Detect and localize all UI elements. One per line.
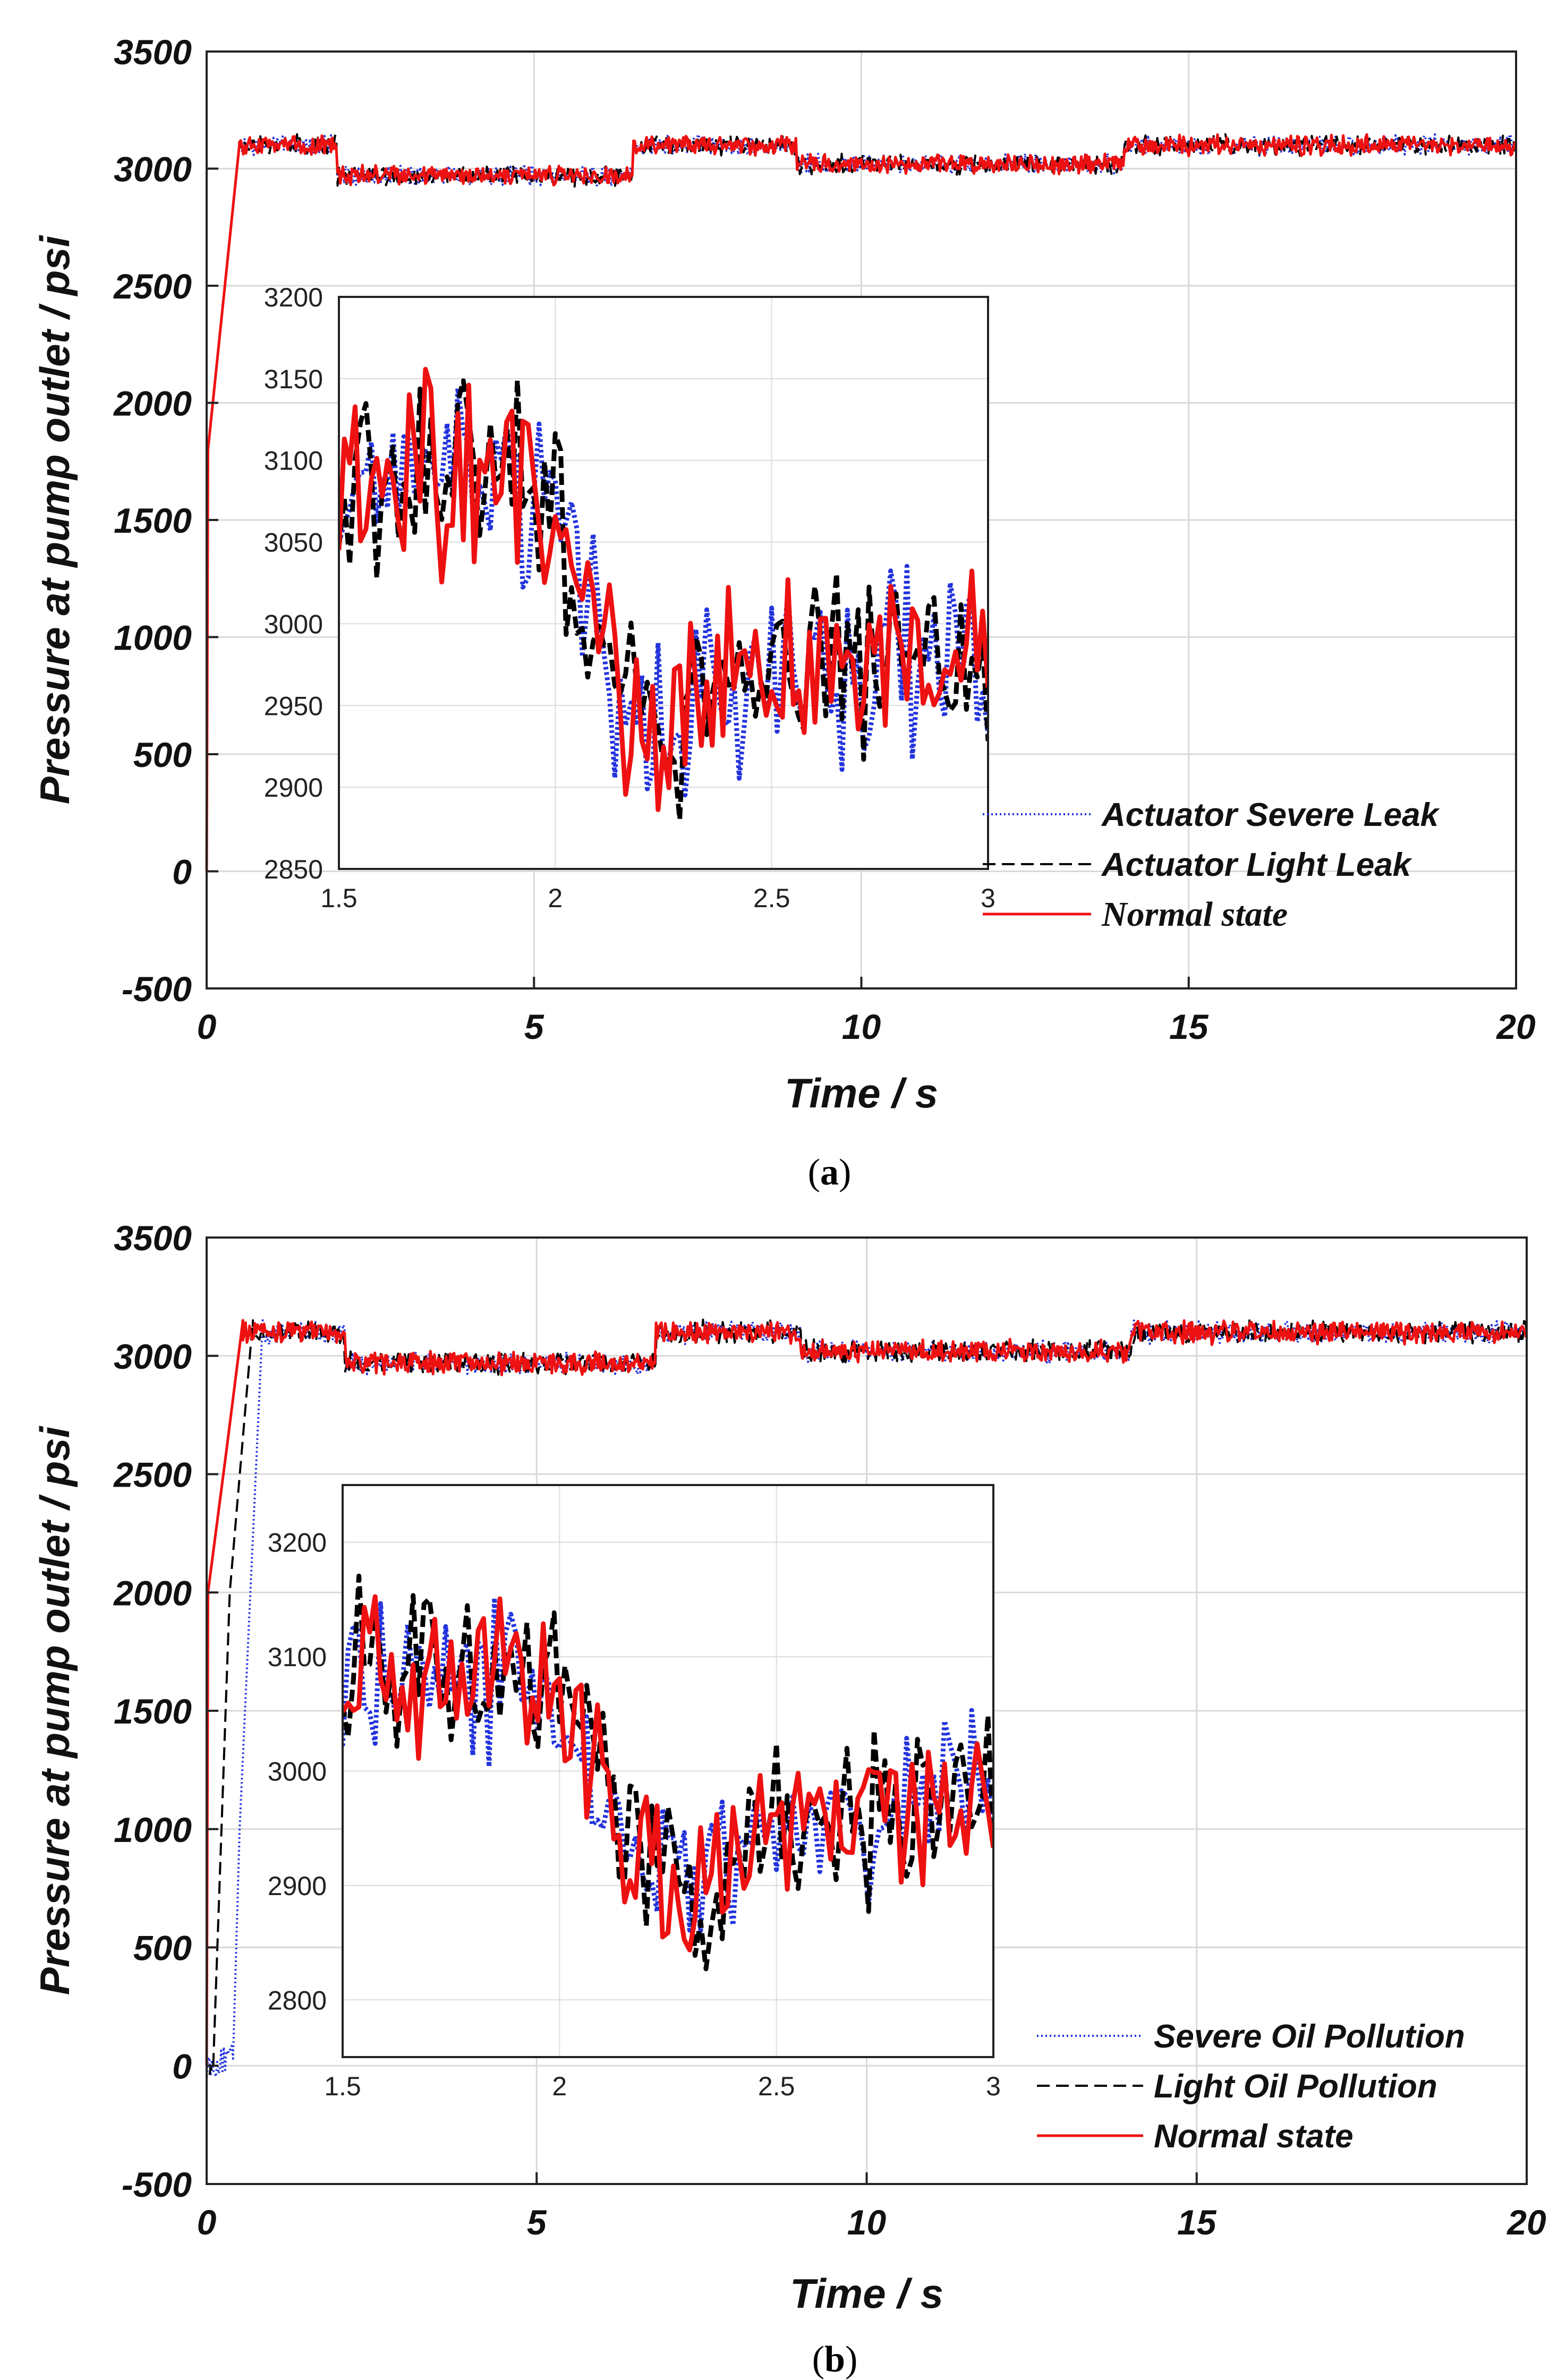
y-tick-label: 2000 (113, 384, 192, 423)
inset-series-line-severe-oil-pollution (343, 1596, 993, 1933)
series-line-normal-state (205, 133, 1518, 872)
inset-y-tick-label: 3200 (264, 283, 323, 312)
y-tick-label: 2000 (113, 1573, 192, 1613)
x-tick-label: 10 (842, 1007, 881, 1046)
inset-series-line-normal-state (343, 1594, 993, 1952)
x-axis-label: Time / s (790, 2270, 943, 2317)
inset-series-line-normal-state (339, 366, 988, 812)
chart-panel-a: 0 5 10 15 20-5000500100015002000250030003500… (31, 32, 1536, 1193)
y-tick-label: 1500 (114, 501, 192, 540)
inset-frame (338, 296, 989, 870)
y-tick-label: 1500 (114, 1692, 192, 1731)
inset-y-tick-label: 2900 (268, 1871, 327, 1901)
x-tick-label: 5 (524, 1007, 544, 1046)
inset-series-line-light-oil-pollution (343, 1573, 993, 1972)
x-tick-label: 15 (1177, 2203, 1217, 2242)
inset-y-tick-label: 3000 (268, 1757, 327, 1787)
inset-y-tick-label: 2950 (264, 691, 323, 721)
inset-x-tick-label: 3 (986, 2071, 1001, 2101)
y-tick-label: 500 (133, 735, 192, 774)
y-tick-label: 3500 (114, 1218, 192, 1258)
chart-panel-b: 0 5 10 15 20-5000500100015002000250030003500… (31, 1218, 1546, 2380)
x-tick-label: 0 (197, 1007, 217, 1046)
inset-x-tick-label: 2 (548, 883, 563, 913)
y-tick-label: 3000 (114, 150, 192, 189)
y-tick-label: 0 (172, 852, 192, 892)
legend-label: Normal state (1154, 2118, 1354, 2155)
x-axis-label: Time / s (785, 1070, 938, 1116)
inset-y-tick-label: 3100 (264, 446, 323, 476)
x-tick-label: 0 (197, 2203, 217, 2242)
series-group (205, 133, 1518, 872)
y-axis-label: Pressure at pump outlet / psi (31, 1426, 78, 1995)
legend-label: Normal state (1101, 895, 1288, 934)
inset-y-tick-label: 3200 (268, 1528, 327, 1558)
legend-label: Actuator Light Leak (1101, 847, 1413, 883)
inset-y-tick-label: 3100 (268, 1642, 327, 1672)
inset-y-tick-label: 2900 (264, 773, 323, 803)
inset-y-tick-label: 3050 (264, 528, 323, 558)
inset-x-tick-label: 1.5 (324, 2071, 361, 2101)
panel-label: (a) (808, 1152, 852, 1193)
inset-y-tick-label: 3150 (264, 364, 323, 394)
y-tick-label: 3000 (114, 1337, 192, 1376)
y-tick-label: 500 (133, 1929, 192, 1968)
series-line-actuator-light-leak (206, 133, 1517, 872)
y-tick-label: -500 (122, 2165, 192, 2204)
y-axis-label: Pressure at pump outlet / psi (31, 235, 78, 804)
x-tick-label: 20 (1495, 1007, 1536, 1046)
legend: Severe Oil Pollution Light Oil Pollution N… (1037, 2018, 1465, 2155)
inset-chart: 1.5 2 2.5 3 2850 2900 2950 3000 3050 3100 3150 3200 (264, 283, 995, 913)
inset-x-tick-label: 2 (552, 2071, 567, 2101)
y-tick-label: 2500 (113, 267, 192, 306)
inset-series-group (339, 366, 988, 822)
inset-x-tick-label: 3 (981, 883, 995, 913)
inset-x-tick-label: 2.5 (753, 883, 790, 913)
inset-series-group (343, 1573, 993, 1972)
panel-label: (b) (812, 2339, 858, 2380)
inset-x-tick-label: 1.5 (320, 883, 358, 913)
x-tick-label: 10 (847, 2203, 887, 2242)
series-line-normal-state (205, 1319, 1528, 2066)
legend-label: Severe Oil Pollution (1154, 2018, 1465, 2055)
series-group (205, 1318, 1528, 2081)
inset-y-tick-label: 2850 (264, 855, 323, 884)
inset-chart: 1.5 2 2.5 3 2800 2900 3000 3100 3200 (268, 1484, 1001, 2101)
y-tick-label: 2500 (113, 1455, 192, 1495)
x-tick-label: 15 (1169, 1007, 1209, 1046)
legend: Actuator Severe Leak Actuator Light Leak N… (983, 797, 1441, 934)
y-tick-label: 1000 (114, 1810, 192, 1849)
y-tick-label: -500 (122, 969, 192, 1009)
x-tick-label: 5 (527, 2203, 547, 2242)
inset-y-tick-label: 2800 (268, 1985, 327, 2015)
y-tick-label: 0 (172, 2046, 192, 2086)
y-tick-label: 3500 (114, 32, 192, 72)
inset-y-tick-label: 3000 (264, 609, 323, 639)
legend-label: Actuator Severe Leak (1101, 797, 1441, 833)
legend-label: Light Oil Pollution (1154, 2068, 1437, 2105)
inset-x-tick-label: 2.5 (758, 2071, 795, 2101)
x-tick-label: 20 (1506, 2203, 1546, 2242)
inset-frame (342, 1484, 994, 2058)
y-tick-label: 1000 (114, 618, 192, 658)
